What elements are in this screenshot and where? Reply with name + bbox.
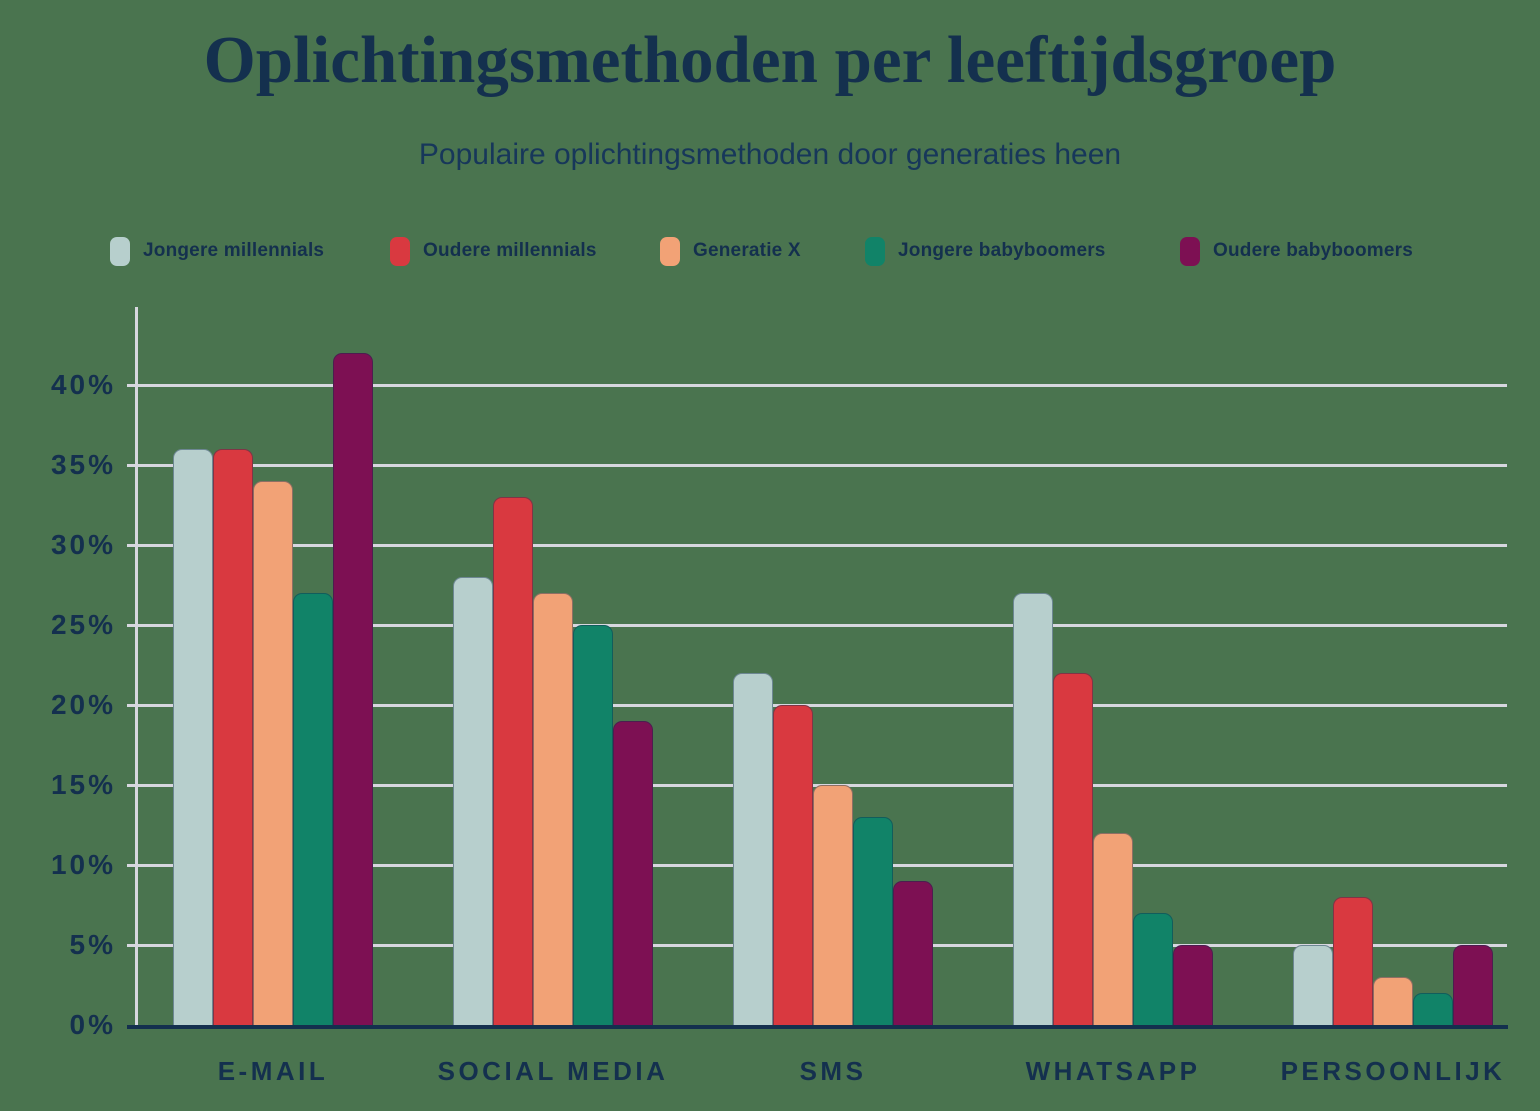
- bar-sms-jongere-millennials: [733, 673, 773, 1025]
- gridline-35%: [127, 463, 1507, 467]
- legend-swatch-jongere-millennials: [110, 236, 130, 266]
- category-labels-row: E-MAIL SOCIAL MEDIA SMS WHATSAPP PERSOONLIJK: [0, 1056, 1540, 1096]
- bar-persoonlijk-oudere-millennials: [1333, 897, 1373, 1025]
- bar-whatsapp-jongere-babyboomers: [1133, 913, 1173, 1025]
- bar-social-media-oudere-babyboomers: [613, 721, 653, 1025]
- bar-e-mail-oudere-millennials: [213, 449, 253, 1025]
- category-label-social-media: SOCIAL MEDIA: [437, 1056, 669, 1086]
- y-tick-label-25: 25%: [50, 609, 116, 640]
- legend: Jongere millennials Oudere millennials Gen…: [0, 234, 1540, 274]
- y-tick-label-5: 5%: [69, 929, 116, 960]
- chart-title: Oplichtingsmethoden per leeftijdsgroep: [203, 23, 1337, 97]
- legend-swatch-oudere-babyboomers: [1180, 236, 1200, 266]
- gridline-30%: [127, 543, 1507, 547]
- gridline-40%: [127, 383, 1507, 387]
- legend-item-generatie-x: Generatie X: [660, 234, 801, 268]
- bar-whatsapp-oudere-millennials: [1053, 673, 1093, 1025]
- bar-social-media-jongere-babyboomers: [573, 625, 613, 1025]
- legend-label-oudere-millennials: Oudere millennials: [423, 240, 597, 261]
- legend-item-jongere-millennials: Jongere millennials: [110, 234, 324, 268]
- gridline-25%: [127, 623, 1507, 627]
- bar-sms-oudere-babyboomers: [893, 881, 933, 1025]
- bar-social-media-oudere-millennials: [493, 497, 533, 1025]
- category-label-sms: SMS: [799, 1056, 867, 1086]
- legend-label-generatie-x: Generatie X: [693, 240, 801, 261]
- y-tick-label-30: 30%: [50, 529, 116, 560]
- bar-sms-oudere-millennials: [773, 705, 813, 1025]
- chart-subtitle: Populaire oplichtingsmethoden door gener…: [418, 138, 1122, 171]
- y-tick-label-0: 0%: [69, 1009, 116, 1040]
- legend-item-jongere-babyboomers: Jongere babyboomers: [865, 234, 1106, 268]
- legend-swatch-generatie-x: [660, 236, 680, 266]
- legend-label-jongere-millennials: Jongere millennials: [143, 240, 325, 261]
- bar-whatsapp-jongere-millennials: [1013, 593, 1053, 1025]
- y-tick-label-20: 20%: [50, 689, 116, 720]
- bar-e-mail-jongere-babyboomers: [293, 593, 333, 1025]
- bar-social-media-jongere-millennials: [453, 577, 493, 1025]
- category-label-whatsapp: WHATSAPP: [1025, 1056, 1201, 1086]
- gridline-20%: [127, 703, 1507, 707]
- category-label-persoonlijk: PERSOONLIJK: [1280, 1056, 1506, 1086]
- bar-social-media-generatie-x: [533, 593, 573, 1025]
- bar-e-mail-generatie-x: [253, 481, 293, 1025]
- bar-e-mail-jongere-millennials: [173, 449, 213, 1025]
- legend-item-oudere-babyboomers: Oudere babyboomers: [1180, 234, 1413, 268]
- y-tick-label-40: 40%: [50, 369, 116, 400]
- bar-persoonlijk-jongere-millennials: [1293, 945, 1333, 1025]
- legend-label-oudere-babyboomers: Oudere babyboomers: [1213, 240, 1413, 261]
- legend-label-jongere-babyboomers: Jongere babyboomers: [898, 240, 1106, 261]
- legend-swatch-oudere-millennials: [390, 236, 410, 266]
- y-tick-label-35: 35%: [50, 449, 116, 480]
- bar-persoonlijk-jongere-babyboomers: [1413, 993, 1453, 1025]
- y-axis-line: [135, 307, 138, 1025]
- bar-whatsapp-generatie-x: [1093, 833, 1133, 1025]
- bar-whatsapp-oudere-babyboomers: [1173, 945, 1213, 1025]
- bar-sms-generatie-x: [813, 785, 853, 1025]
- bar-e-mail-oudere-babyboomers: [333, 353, 373, 1025]
- plot-area: 0% 5% 10% 15% 20% 25% 30% 35% 40%: [0, 303, 1540, 1040]
- legend-swatch-jongere-babyboomers: [865, 236, 885, 266]
- y-tick-label-15: 15%: [50, 769, 116, 800]
- bar-persoonlijk-generatie-x: [1373, 977, 1413, 1025]
- category-label-e-mail: E-MAIL: [217, 1056, 329, 1086]
- bar-persoonlijk-oudere-babyboomers: [1453, 945, 1493, 1025]
- bar-sms-jongere-babyboomers: [853, 817, 893, 1025]
- y-tick-label-10: 10%: [50, 849, 116, 880]
- legend-item-oudere-millennials: Oudere millennials: [390, 234, 597, 268]
- x-axis-line: [127, 1025, 1508, 1029]
